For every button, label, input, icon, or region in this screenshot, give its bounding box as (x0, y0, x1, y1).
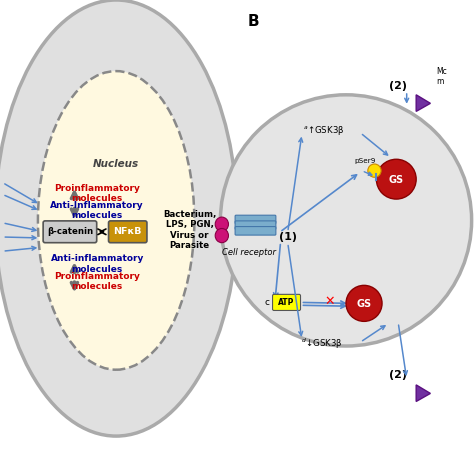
FancyBboxPatch shape (273, 294, 301, 310)
Text: Nucleus: Nucleus (93, 158, 139, 169)
Polygon shape (416, 95, 430, 111)
FancyBboxPatch shape (109, 221, 147, 243)
Text: Bacterium,
LPS, PGN,
Virus or
Parasite: Bacterium, LPS, PGN, Virus or Parasite (163, 210, 216, 250)
FancyBboxPatch shape (235, 221, 276, 229)
Text: Anti-inflammatory
molecules: Anti-inflammatory molecules (51, 255, 144, 273)
Text: (2): (2) (389, 81, 407, 91)
Text: Mc
m: Mc m (436, 67, 447, 86)
Circle shape (346, 285, 382, 321)
Text: ATP: ATP (278, 298, 295, 307)
Circle shape (376, 159, 416, 199)
Text: B: B (248, 14, 259, 29)
Text: $^d$↓GSK3β: $^d$↓GSK3β (301, 337, 343, 351)
Text: Proinflammatory
molecules: Proinflammatory molecules (54, 272, 140, 291)
Text: (2): (2) (389, 370, 407, 381)
Text: Cell receptor: Cell receptor (222, 248, 276, 257)
Text: c: c (264, 298, 269, 307)
Polygon shape (416, 385, 430, 401)
Text: NFκB: NFκB (114, 228, 142, 236)
Text: Proinflammatory
molecules: Proinflammatory molecules (54, 184, 140, 203)
Text: Anti-Inflammatory
molecules: Anti-Inflammatory molecules (50, 201, 144, 220)
Text: (1): (1) (279, 232, 297, 242)
FancyBboxPatch shape (235, 227, 276, 235)
Text: β-catenin: β-catenin (47, 228, 93, 236)
Ellipse shape (215, 228, 228, 243)
Text: $^a$↑GSK3β: $^a$↑GSK3β (303, 124, 345, 137)
Circle shape (368, 164, 381, 177)
Text: GS: GS (356, 299, 372, 310)
FancyBboxPatch shape (235, 215, 276, 224)
Text: ✕: ✕ (324, 294, 335, 308)
FancyBboxPatch shape (43, 221, 97, 243)
Ellipse shape (0, 0, 237, 436)
Text: pSer9: pSer9 (354, 158, 376, 164)
Circle shape (220, 95, 472, 346)
Ellipse shape (38, 71, 194, 370)
Text: GS: GS (389, 175, 404, 185)
Ellipse shape (215, 217, 228, 231)
